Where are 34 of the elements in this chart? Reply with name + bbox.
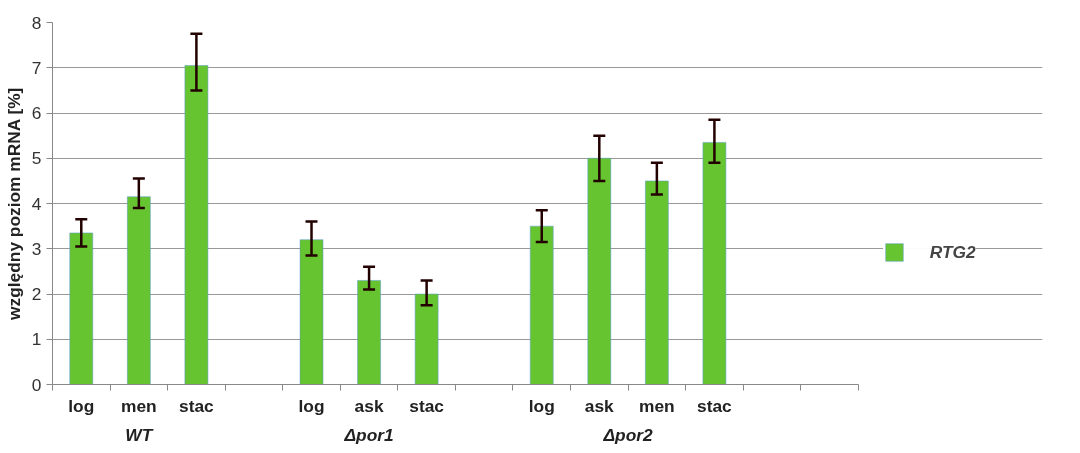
bar xyxy=(645,180,669,385)
bar xyxy=(127,196,151,385)
x-tick-label: ask xyxy=(354,395,384,416)
x-tick-label: ask xyxy=(584,395,615,416)
y-tick-label: 8 xyxy=(31,12,42,33)
x-tick-label: log xyxy=(528,395,555,416)
text: Δpor2 xyxy=(602,424,654,445)
bar xyxy=(69,232,94,385)
text: WT xyxy=(125,424,154,445)
x-tick-label: log xyxy=(68,395,95,416)
y-tick-label: 2 xyxy=(31,284,42,304)
bar xyxy=(587,158,612,385)
y-tick-label: 3 xyxy=(31,238,42,259)
x-tick-label: stac xyxy=(179,395,215,416)
x-tick-label: stac xyxy=(697,395,733,416)
text: Δpor1 xyxy=(343,424,394,445)
bar xyxy=(414,293,439,385)
bar xyxy=(299,239,324,385)
x-tick-label: men xyxy=(639,395,675,416)
y-tick-label: 1 xyxy=(31,329,42,350)
y-tick-label: 5 xyxy=(31,148,42,169)
y-tick-label: 0 xyxy=(31,374,42,395)
x-tick-label: log xyxy=(298,395,325,416)
bar xyxy=(702,142,727,385)
y-tick-label: 4 xyxy=(31,193,42,214)
y-tick-label: 7 xyxy=(31,57,42,78)
bar xyxy=(357,280,381,385)
x-tick-label: stac xyxy=(409,395,445,416)
y-tick-label: 6 xyxy=(31,103,42,123)
x-tick-label: men xyxy=(121,395,157,416)
bar xyxy=(529,225,554,385)
y-axis-title: względny poziom mRNA [%] xyxy=(3,87,24,321)
bar xyxy=(184,65,209,385)
legend-label: RTG2 xyxy=(929,241,976,263)
